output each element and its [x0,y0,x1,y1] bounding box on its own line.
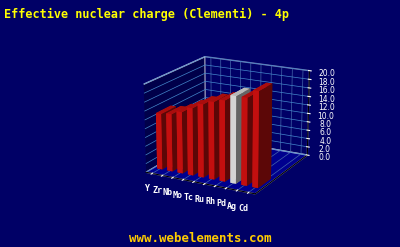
Text: Effective nuclear charge (Clementi) - 4p: Effective nuclear charge (Clementi) - 4p [4,7,289,21]
Text: www.webelements.com: www.webelements.com [129,231,271,245]
